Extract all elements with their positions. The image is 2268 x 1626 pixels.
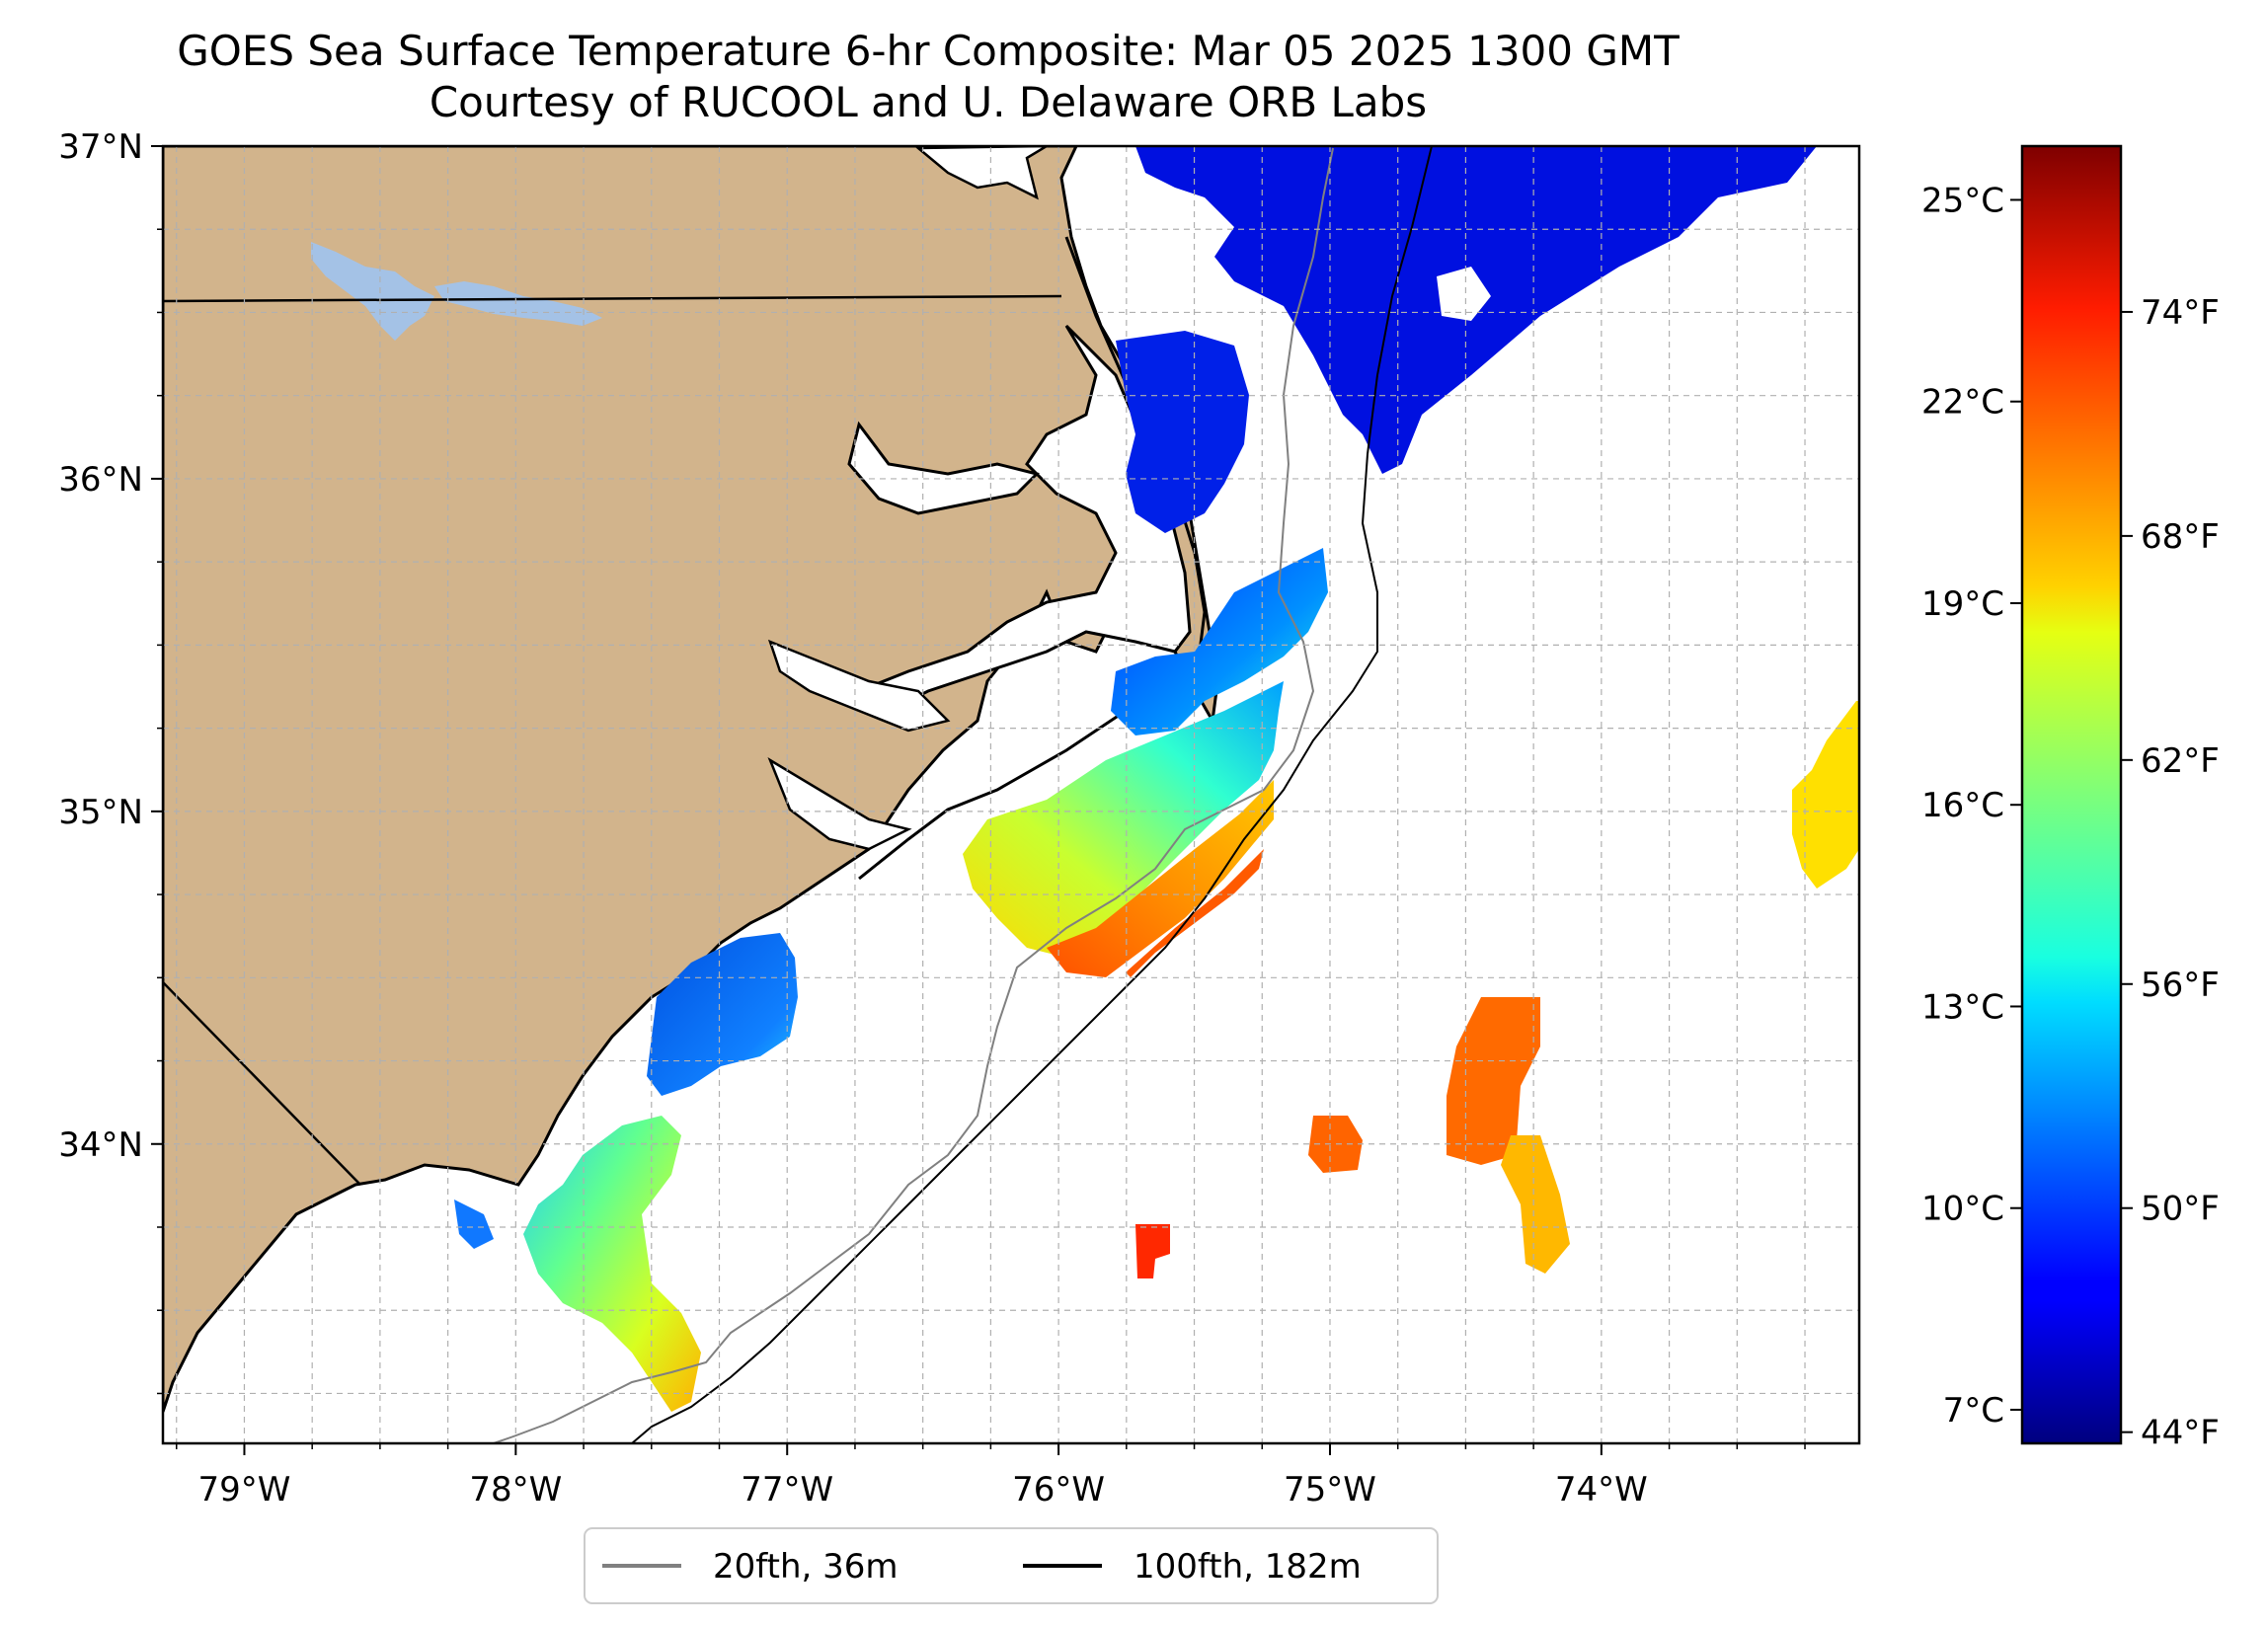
- map-frame: [161, 144, 1861, 1445]
- sst-patch-hatteras: [1111, 548, 1328, 736]
- colorbar-fahrenheit-label: 50°F: [2141, 1190, 2220, 1229]
- sst-patch-gulf-stream-filament: [1126, 849, 1264, 977]
- sst-patch-small-blue: [454, 1200, 494, 1249]
- colorbar-celsius-label: 19°C: [1921, 584, 2004, 624]
- sst-patch-raleigh-bay: [647, 933, 798, 1096]
- colorbar-celsius-label: 22°C: [1921, 383, 2004, 423]
- colorbar-celsius-label: 13°C: [1921, 987, 2004, 1027]
- lon-tick-label: 79°W: [198, 1470, 291, 1510]
- lat-tick-label: 35°N: [58, 793, 143, 832]
- kerr-lake: [311, 242, 434, 341]
- lon-tick-label: 77°W: [741, 1470, 833, 1510]
- legend: 20fth, 36m 100fth, 182m: [584, 1527, 1439, 1604]
- colorbar-celsius-label: 10°C: [1921, 1190, 2004, 1229]
- legend-label-20fth: 20fth, 36m: [713, 1547, 899, 1587]
- colorbar-celsius-label: 25°C: [1921, 181, 2004, 220]
- chart-title-line1: GOES Sea Surface Temperature 6-hr Compos…: [177, 27, 1680, 75]
- sst-patch-far-east: [1792, 701, 1859, 889]
- lat-tick-label: 34°N: [58, 1125, 143, 1165]
- lake-gaston: [434, 281, 602, 326]
- colorbar-celsius-label: 7°C: [1943, 1391, 2004, 1431]
- lon-tick-label: 74°W: [1555, 1470, 1648, 1510]
- state-border-nc-sc: [163, 981, 361, 1186]
- isobath-100fth: [631, 146, 1433, 1443]
- colorbar-fahrenheit-label: 62°F: [2141, 741, 2220, 781]
- neuse-river: [767, 757, 912, 851]
- pamlico-river: [767, 639, 951, 733]
- land-mass: [163, 146, 1218, 1413]
- colorbar-celsius-axis: 25°C 22°C 19°C 16°C 13°C 10°C 7°C: [1921, 181, 2022, 1431]
- lon-tick-label: 75°W: [1284, 1470, 1376, 1510]
- sst-patch-warm-east-2: [1501, 1135, 1570, 1274]
- colorbar-fahrenheit-label: 68°F: [2141, 517, 2220, 557]
- lat-axis: 34°N 35°N 36°N 37°N: [58, 127, 163, 1395]
- colorbar-fahrenheit-label: 44°F: [2141, 1414, 2220, 1453]
- sst-patch-nc-coast: [963, 681, 1284, 958]
- lon-axis: 79°W 78°W 77°W 76°W 75°W 74°W: [175, 1443, 1806, 1510]
- sst-patch-warm-east-1: [1447, 997, 1540, 1165]
- gridlines: [163, 146, 1859, 1443]
- colorbar-fahrenheit-label: 56°F: [2141, 966, 2220, 1005]
- albemarle-sound: [847, 421, 1040, 515]
- lat-tick-label: 36°N: [58, 460, 143, 500]
- sst-patch-va-coast: [1116, 331, 1249, 533]
- lon-tick-label: 76°W: [1012, 1470, 1105, 1510]
- isobath-20fth: [493, 147, 1334, 1443]
- lon-tick-label: 78°W: [469, 1470, 562, 1510]
- sst-patch-onslow: [523, 1116, 701, 1412]
- colorbar-celsius-label: 16°C: [1921, 786, 2004, 825]
- colorbar-fahrenheit-axis: 74°F 68°F 62°F 56°F 50°F 44°F: [2121, 293, 2220, 1453]
- sst-patch-northeast-hole: [1437, 267, 1491, 321]
- colorbar-fahrenheit-label: 74°F: [2141, 293, 2220, 333]
- sst-patch-warm-east-3: [1308, 1116, 1363, 1173]
- legend-box: [584, 1527, 1439, 1604]
- colorbar: [2020, 144, 2123, 1445]
- sst-patch-red-small: [1135, 1224, 1170, 1278]
- legend-label-100fth: 100fth, 182m: [1134, 1547, 1362, 1587]
- lat-tick-label: 37°N: [58, 127, 143, 167]
- chart-title-line2: Courtesy of RUCOOL and U. Delaware ORB L…: [429, 78, 1428, 126]
- sst-patch-gulf-stream: [1047, 780, 1274, 977]
- chesapeake-mouth: [914, 146, 1050, 200]
